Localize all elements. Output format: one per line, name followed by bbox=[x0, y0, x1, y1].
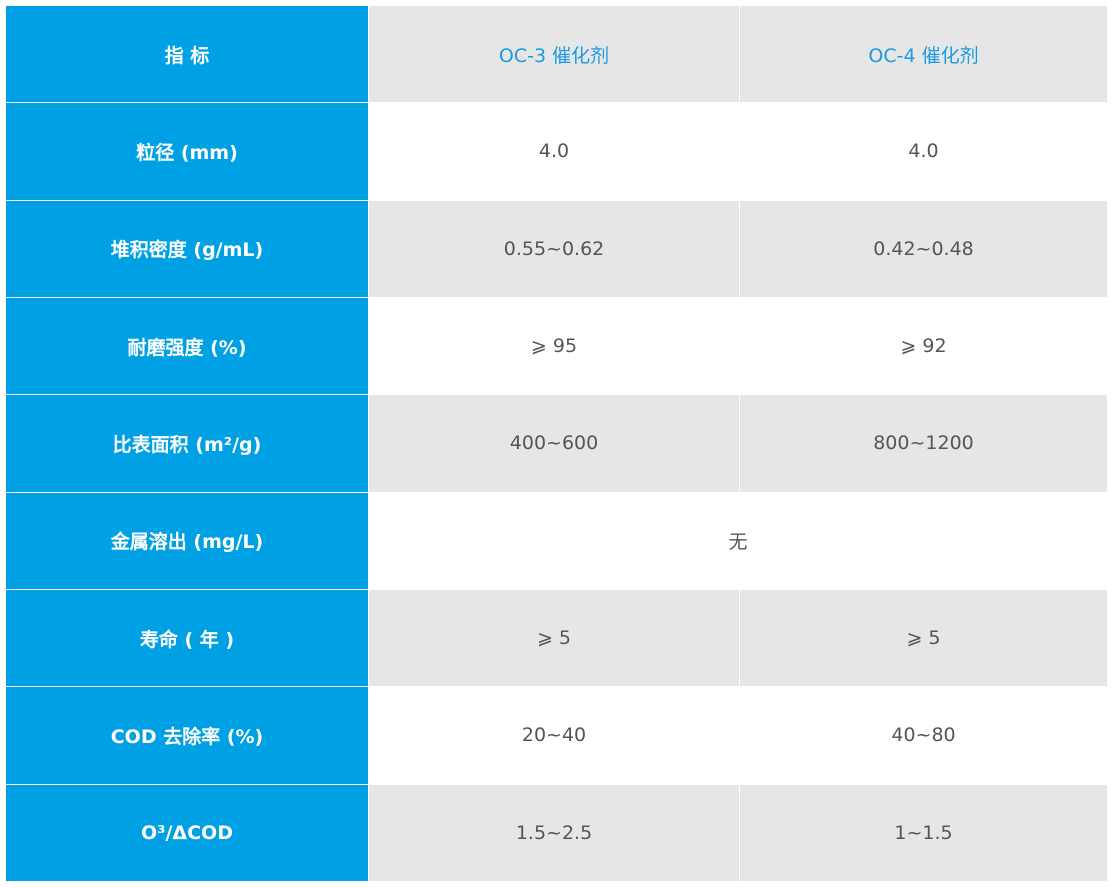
row-key: 金属溶出 (mg/L) bbox=[6, 492, 368, 589]
merged-cell: 无 bbox=[369, 492, 1107, 589]
value-cell: ⩾ 5 bbox=[369, 590, 739, 687]
header-key: 指 标 bbox=[6, 6, 368, 103]
value-cell: 400~600 bbox=[369, 395, 739, 492]
value-cell: 1~1.5 bbox=[740, 784, 1107, 881]
value-cell: 0.55~0.62 bbox=[369, 200, 739, 297]
row-key: 耐磨强度 (%) bbox=[6, 298, 368, 395]
row-key: O³/ΔCOD bbox=[6, 784, 368, 881]
value-cell: ⩾ 5 bbox=[740, 590, 1107, 687]
header-cell: OC-4 催化剂 bbox=[740, 6, 1107, 103]
header-cell: OC-3 催化剂 bbox=[369, 6, 739, 103]
row-key: COD 去除率 (%) bbox=[6, 687, 368, 784]
value-cell: 800~1200 bbox=[740, 395, 1107, 492]
value-cell: 4.0 bbox=[740, 103, 1107, 200]
row-key: 寿命 ( 年 ) bbox=[6, 590, 368, 687]
value-cell: ⩾ 92 bbox=[740, 298, 1107, 395]
value-cell: 0.42~0.48 bbox=[740, 200, 1107, 297]
value-cell: 1.5~2.5 bbox=[369, 784, 739, 881]
spec-table: 指 标 OC-3 催化剂 OC-4 催化剂 粒径 (mm) 4.0 4.0 堆积密度 (g/… bbox=[6, 6, 1107, 882]
row-key: 粒径 (mm) bbox=[6, 103, 368, 200]
row-key: 比表面积 (m²/g) bbox=[6, 395, 368, 492]
value-cell: 20~40 bbox=[369, 687, 739, 784]
value-cell: 4.0 bbox=[369, 103, 739, 200]
value-cell: ⩾ 95 bbox=[369, 298, 739, 395]
value-cell: 40~80 bbox=[740, 687, 1107, 784]
row-key: 堆积密度 (g/mL) bbox=[6, 200, 368, 297]
